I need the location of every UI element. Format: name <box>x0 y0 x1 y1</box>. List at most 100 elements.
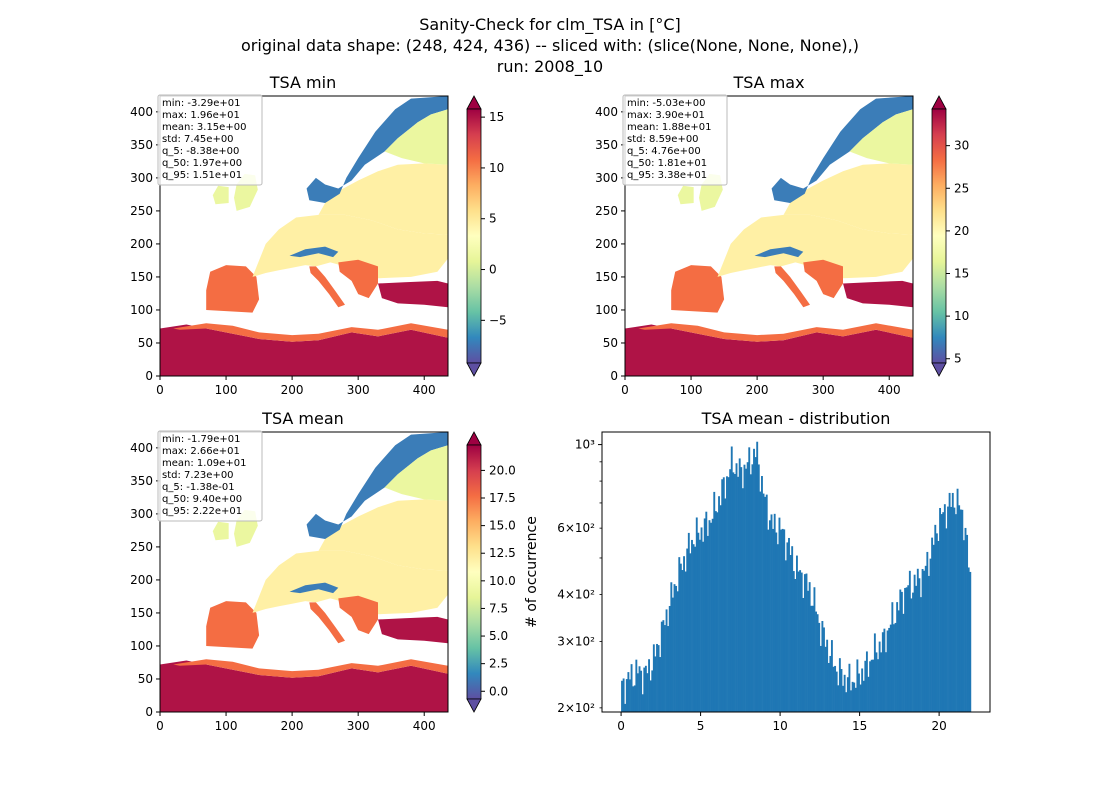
ireland-land <box>212 185 229 205</box>
histogram-bar <box>913 574 916 712</box>
histogram-bar <box>622 678 625 712</box>
histogram-bar <box>872 659 875 712</box>
histogram-bar <box>714 511 717 712</box>
stats-line: mean: 3.15e+00 <box>162 122 246 133</box>
subplot-title: TSA min <box>269 73 336 92</box>
histogram-bar <box>788 537 790 712</box>
histogram-bar <box>775 532 778 712</box>
histogram-bar <box>854 687 857 712</box>
histogram-bar <box>670 582 673 712</box>
colorbar-extend-bottom <box>931 362 947 377</box>
colorbar-extend-bottom <box>466 362 482 377</box>
histogram-bar <box>767 529 770 712</box>
histogram-bar <box>799 570 802 712</box>
colorbar-tick-label: 2.5 <box>489 657 508 671</box>
histogram-bar <box>905 587 908 712</box>
histogram-bar <box>756 441 759 712</box>
histogram-bar <box>878 641 881 712</box>
histogram-bar <box>915 585 918 712</box>
histogram-bar <box>654 656 657 712</box>
histogram-bar <box>633 685 636 712</box>
histogram-bar <box>886 630 889 712</box>
y-tick-label: 100 <box>130 303 153 317</box>
x-tick-label: 300 <box>347 719 370 733</box>
y-tick-label: 50 <box>138 336 153 350</box>
histogram-bar <box>727 477 730 712</box>
histogram-bar <box>962 540 965 712</box>
histogram-bar <box>726 476 728 712</box>
stats-box-frame <box>157 94 263 186</box>
north-africa-land <box>160 324 448 376</box>
histogram-bar <box>939 507 941 712</box>
histogram-bar <box>821 621 824 712</box>
histogram-bar <box>966 534 969 712</box>
subplot-title: TSA mean <box>261 409 344 428</box>
colorbar-extend-bottom <box>466 698 482 713</box>
histogram-bar <box>665 609 668 712</box>
histogram-bar <box>835 671 838 712</box>
y-tick-label: 2×10² <box>557 701 595 715</box>
stats-line: q_5: -1.38e-01 <box>162 482 235 493</box>
histogram-bar <box>724 498 727 712</box>
histogram-bar <box>692 544 695 712</box>
histogram-bar <box>783 529 786 712</box>
colorbar-ticks: −5 0 5 10 15 <box>481 110 507 327</box>
x-tick-label: 100 <box>680 383 703 397</box>
histogram-bar <box>753 448 755 712</box>
histogram-bar <box>846 677 849 712</box>
iberia-land <box>206 265 260 313</box>
colorbar-tick-label: 0.0 <box>489 684 508 698</box>
histogram-bar <box>942 512 945 712</box>
y-tick-label: 300 <box>130 171 153 185</box>
histogram-bar <box>815 611 817 712</box>
y-tick-label: 350 <box>130 138 153 152</box>
histogram-bar <box>959 509 962 712</box>
histogram-bar <box>899 589 902 712</box>
axes-frame <box>601 431 991 713</box>
y-tick-label: 200 <box>130 573 153 587</box>
histogram-bar <box>624 703 627 712</box>
histogram-bar <box>641 694 644 712</box>
axes-frame <box>159 431 449 713</box>
histogram-bar <box>921 569 924 712</box>
histogram-bar <box>664 625 666 712</box>
histogram-bar <box>870 659 873 712</box>
histogram-bar <box>781 528 784 712</box>
y-axis: 0 50 100 150 200 250 300 350 400 <box>130 441 160 719</box>
histogram-bar <box>718 496 720 712</box>
histogram-bar <box>657 645 660 712</box>
north-africa-coast <box>173 323 448 342</box>
histogram-bar <box>934 524 937 712</box>
histogram-bar <box>931 537 934 712</box>
histogram-bar <box>908 570 911 712</box>
y-tick-label: 250 <box>130 540 153 554</box>
colorbar-extend-top <box>466 431 482 446</box>
histogram-bar <box>765 494 768 712</box>
colorbar-tick-label: 0 <box>489 263 497 277</box>
stats-line: q_5: 4.76e+00 <box>627 146 701 157</box>
histogram-bar <box>813 587 816 712</box>
stats-box-frame <box>622 94 728 186</box>
x-axis: 0 5 10 15 20 <box>617 712 947 733</box>
italy-land <box>309 266 345 308</box>
colorbar-gradient <box>466 108 482 364</box>
y-tick-label: 100 <box>595 303 618 317</box>
histogram-bar <box>684 571 687 712</box>
y-axis-label: # of occurrence <box>524 516 540 628</box>
x-axis: 0 100 200 300 400 <box>621 376 901 397</box>
histogram-bar <box>842 685 844 712</box>
histogram-bar <box>861 668 864 712</box>
anatolia-land <box>378 616 448 644</box>
histogram-bar <box>751 464 754 712</box>
histogram-bar <box>789 555 792 712</box>
histogram-bar <box>858 673 860 712</box>
x-tick-label: 100 <box>215 383 238 397</box>
temperature-map <box>625 96 913 376</box>
histogram-bar <box>848 663 851 712</box>
histogram-bar <box>964 527 967 712</box>
y-tick-label: 50 <box>138 672 153 686</box>
histogram-bar <box>749 474 752 712</box>
histogram-bar <box>636 673 639 712</box>
histogram-bar <box>877 659 879 712</box>
x-axis: 0 100 200 300 400 <box>156 376 436 397</box>
